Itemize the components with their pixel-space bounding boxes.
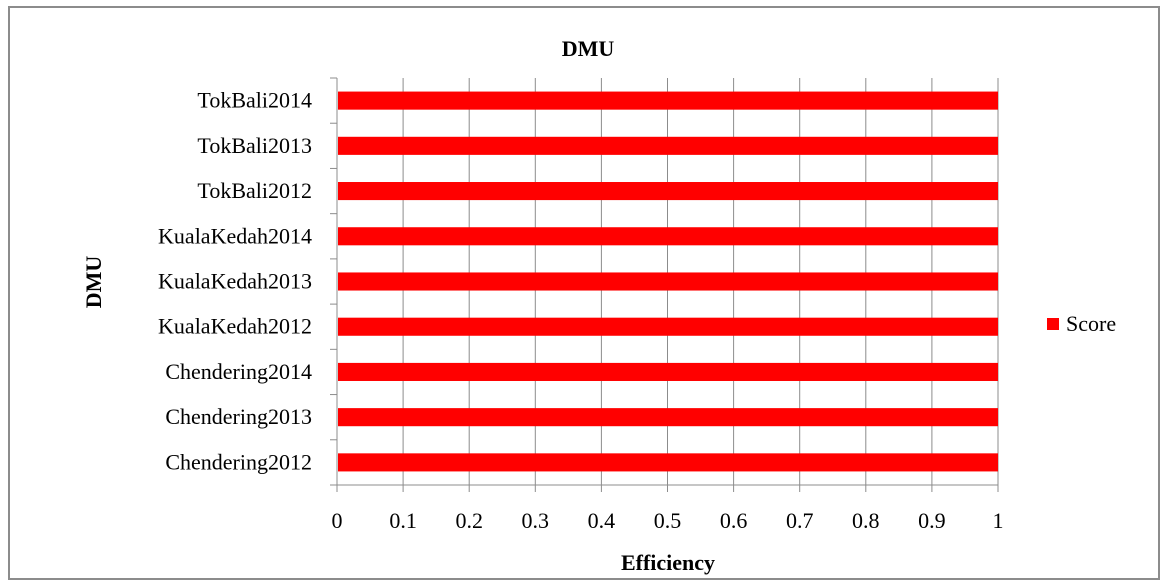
chart-title: DMU bbox=[562, 36, 615, 61]
category-label: TokBali2014 bbox=[197, 88, 312, 113]
x-tick-label: 0.9 bbox=[918, 508, 946, 533]
x-tick-label: 0.3 bbox=[522, 508, 550, 533]
bar bbox=[338, 317, 998, 336]
legend-label-score: Score bbox=[1066, 311, 1116, 336]
category-label: Chendering2013 bbox=[165, 404, 312, 429]
bar bbox=[338, 136, 998, 155]
x-tick-label: 0.6 bbox=[720, 508, 748, 533]
category-label: TokBali2013 bbox=[197, 133, 312, 158]
x-axis-title: Efficiency bbox=[621, 550, 715, 575]
y-axis-title: DMU bbox=[81, 256, 106, 309]
bar bbox=[338, 91, 998, 110]
category-label: KualaKedah2012 bbox=[158, 314, 312, 339]
category-label: Chendering2014 bbox=[165, 359, 312, 384]
x-tick-label: 0.7 bbox=[786, 508, 814, 533]
category-label: KualaKedah2013 bbox=[158, 269, 312, 294]
legend: Score bbox=[1047, 311, 1116, 336]
bar bbox=[338, 182, 998, 201]
bar bbox=[338, 362, 998, 381]
bar bbox=[338, 272, 998, 291]
x-tick-label: 0.5 bbox=[654, 508, 682, 533]
x-tick-label: 1 bbox=[993, 508, 1004, 533]
x-tick-labels: 0 0.1 0.2 0.3 0.4 0.5 0.6 0.7 0.8 0.9 1 bbox=[332, 508, 1004, 533]
category-label: TokBali2012 bbox=[197, 178, 312, 203]
legend-swatch-score bbox=[1047, 318, 1059, 330]
x-tick-label: 0.1 bbox=[389, 508, 417, 533]
x-tick-label: 0.2 bbox=[455, 508, 483, 533]
category-labels: Chendering2012 Chendering2013 Chendering20… bbox=[158, 88, 312, 475]
x-tick-label: 0.4 bbox=[588, 508, 616, 533]
x-tick-label: 0 bbox=[332, 508, 343, 533]
x-tick-label: 0.8 bbox=[852, 508, 880, 533]
bar bbox=[338, 408, 998, 427]
axes bbox=[330, 77, 999, 492]
category-label: Chendering2012 bbox=[165, 449, 312, 474]
bar bbox=[338, 227, 998, 246]
category-label: KualaKedah2014 bbox=[158, 223, 312, 248]
bars bbox=[338, 91, 998, 472]
bar bbox=[338, 453, 998, 472]
